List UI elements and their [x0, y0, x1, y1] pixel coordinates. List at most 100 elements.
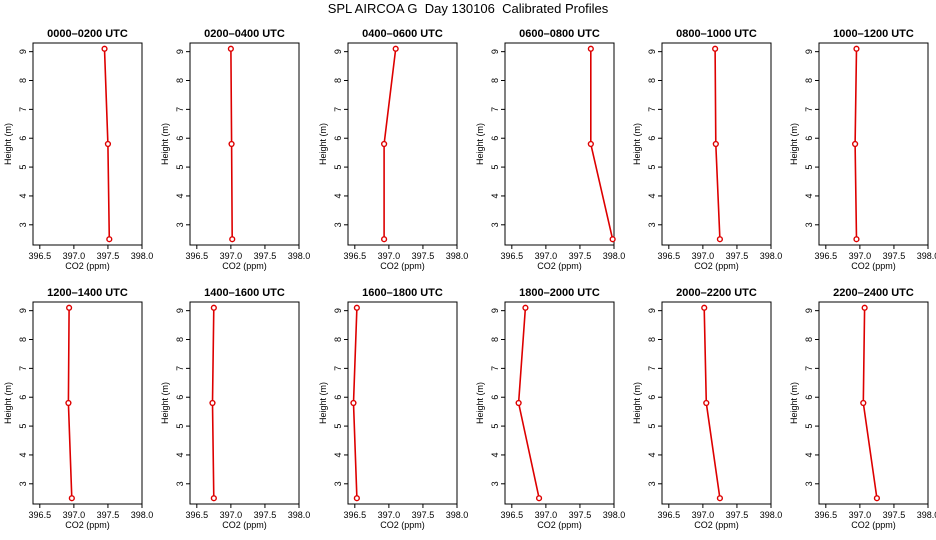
- y-tick-label: 3: [18, 481, 28, 486]
- x-axis-label: CO2 (ppm): [65, 520, 110, 530]
- y-tick-label: 4: [18, 193, 28, 198]
- panel-title: 1800–2000 UTC: [519, 287, 600, 299]
- y-tick-label: 7: [175, 366, 185, 371]
- plot-frame: [504, 301, 615, 505]
- profile-point: [229, 236, 236, 243]
- plot-frame: [32, 301, 143, 505]
- profile-panel: 2000–2200 UTC 396.5 397.0 397.5 398.0 3 4 5 6 7 8 9…: [632, 287, 782, 530]
- profile-point: [65, 399, 72, 407]
- panel-title: 0800–1000 UTC: [676, 28, 757, 40]
- x-tick-label: 397.0: [63, 251, 86, 261]
- y-tick-label: 7: [804, 107, 814, 112]
- y-tick-label: 8: [490, 337, 500, 342]
- x-axis-label: CO2 (ppm): [222, 520, 267, 530]
- x-tick-label: 397.0: [378, 251, 401, 261]
- y-tick-label: 8: [647, 337, 657, 342]
- y-tick-label: 4: [490, 452, 500, 457]
- profile-point: [853, 45, 860, 52]
- panel-title: 0600–0800 UTC: [519, 28, 600, 40]
- profile-point: [701, 304, 708, 311]
- plot-frame: [347, 301, 458, 505]
- y-tick-label: 5: [333, 165, 343, 170]
- x-tick-label: 397.5: [412, 251, 435, 261]
- x-tick-label: 398.0: [131, 510, 154, 520]
- profile-panel: 1400–1600 UTC 396.5 397.0 397.5 398.0 3 4 5 6 7 8 9…: [160, 287, 310, 530]
- y-axis-label: Height (m): [318, 123, 328, 165]
- x-tick-label: 396.5: [186, 510, 209, 520]
- x-tick-label: 396.5: [186, 251, 209, 261]
- y-tick-label: 6: [490, 136, 500, 141]
- y-tick-label: 8: [175, 78, 185, 83]
- panel-title: 0400–0600 UTC: [362, 28, 443, 40]
- x-axis-label: CO2 (ppm): [851, 261, 896, 271]
- profile-point: [860, 399, 867, 407]
- y-tick-label: 9: [333, 308, 343, 313]
- profile-point: [350, 399, 357, 407]
- y-tick-label: 3: [804, 222, 814, 227]
- y-tick-label: 7: [333, 107, 343, 112]
- profile-point: [852, 140, 859, 148]
- y-tick-label: 6: [647, 395, 657, 400]
- plot-frame: [818, 301, 929, 505]
- plot-frame: [189, 301, 300, 505]
- profile-panel: 1200–1400 UTC 396.5 397.0 397.5 398.0 3 4 5 6 7 8 9…: [3, 287, 153, 530]
- y-tick-label: 9: [18, 49, 28, 54]
- x-tick-label: 397.5: [254, 510, 277, 520]
- y-tick-label: 7: [490, 107, 500, 112]
- y-axis-label: Height (m): [160, 382, 170, 424]
- x-axis-label: CO2 (ppm): [694, 261, 739, 271]
- y-tick-label: 6: [18, 136, 28, 141]
- panel-title: 1200–1400 UTC: [47, 287, 128, 299]
- y-tick-label: 4: [647, 193, 657, 198]
- y-tick-label: 3: [804, 481, 814, 486]
- x-tick-label: 396.5: [344, 510, 367, 520]
- profile-point: [227, 45, 234, 52]
- profile-point: [861, 304, 868, 311]
- x-tick-label: 397.5: [726, 251, 749, 261]
- profile-point: [392, 45, 399, 52]
- x-tick-label: 397.0: [692, 251, 715, 261]
- plot-frame: [661, 42, 772, 246]
- profile-point: [228, 140, 235, 148]
- y-tick-label: 8: [804, 337, 814, 342]
- profile-point: [381, 236, 388, 243]
- y-tick-label: 8: [18, 78, 28, 83]
- y-tick-label: 3: [333, 481, 343, 486]
- profile-point: [587, 45, 594, 52]
- y-tick-label: 9: [490, 49, 500, 54]
- plot-frame: [818, 42, 929, 246]
- profile-point: [106, 236, 113, 243]
- y-axis-label: Height (m): [475, 382, 485, 424]
- y-tick-label: 5: [647, 424, 657, 429]
- y-tick-label: 3: [647, 481, 657, 486]
- x-tick-label: 398.0: [446, 251, 469, 261]
- y-axis-label: Height (m): [475, 123, 485, 165]
- panel-title: 2200–2400 UTC: [833, 287, 914, 299]
- y-tick-label: 3: [647, 222, 657, 227]
- y-tick-label: 3: [490, 481, 500, 486]
- y-axis-label: Height (m): [632, 382, 642, 424]
- x-tick-label: 396.5: [658, 510, 681, 520]
- y-tick-label: 9: [175, 49, 185, 54]
- profile-point: [101, 45, 108, 52]
- x-tick-label: 397.5: [883, 510, 906, 520]
- y-tick-label: 3: [490, 222, 500, 227]
- y-tick-label: 6: [490, 395, 500, 400]
- y-axis-label: Height (m): [789, 382, 799, 424]
- profile-panel: 1600–1800 UTC 396.5 397.0 397.5 398.0 3 4 5 6 7 8 9…: [318, 287, 468, 530]
- y-tick-label: 4: [490, 193, 500, 198]
- profile-panel: 1800–2000 UTC 396.5 397.0 397.5 398.0 3 4 5 6 7 8 9…: [475, 287, 625, 530]
- y-tick-label: 8: [333, 337, 343, 342]
- y-tick-label: 3: [175, 222, 185, 227]
- x-tick-label: 398.0: [288, 251, 311, 261]
- x-tick-label: 398.0: [288, 510, 311, 520]
- x-tick-label: 397.5: [97, 251, 120, 261]
- y-tick-label: 5: [333, 424, 343, 429]
- profile-point: [716, 236, 724, 243]
- x-axis-label: CO2 (ppm): [222, 261, 267, 271]
- y-tick-label: 4: [175, 452, 185, 457]
- profile-point: [712, 140, 719, 148]
- y-tick-label: 5: [804, 424, 814, 429]
- y-axis-label: Height (m): [318, 382, 328, 424]
